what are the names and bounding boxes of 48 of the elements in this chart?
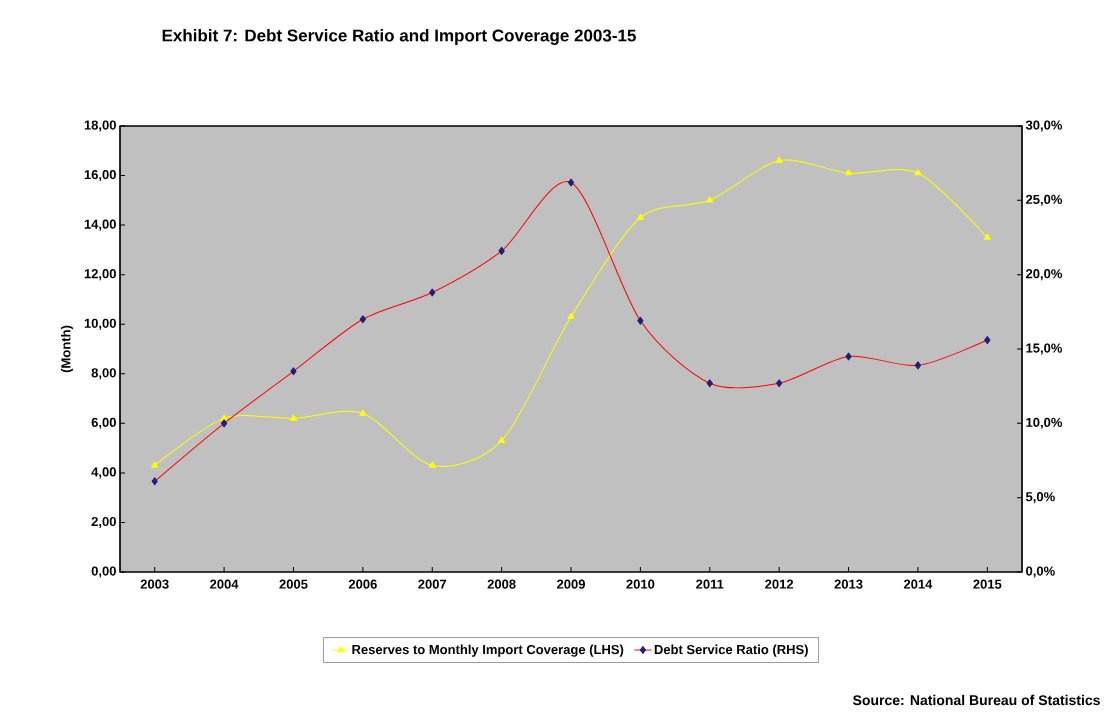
y-tick-label: 0,00: [91, 566, 116, 578]
x-tick-label: 2008: [487, 579, 516, 589]
y-tick-label: 2,00: [91, 516, 116, 528]
x-tick-label: 2007: [418, 579, 447, 589]
x-tick-label: 2015: [973, 579, 1002, 589]
y-tick-label: 8,00: [91, 368, 116, 380]
x-tick-label: 2011: [696, 579, 724, 589]
point: [289, 414, 297, 421]
x-tick-label: 2005: [279, 579, 308, 589]
point: [845, 169, 853, 176]
legend-label: Debt Service Ratio (RHS): [654, 644, 808, 657]
x-tick-label: 2013: [834, 579, 863, 589]
y-axis-title: (Month): [60, 325, 74, 373]
x-tick-label: 2014: [903, 579, 933, 589]
y-tick-label: 14,00: [84, 219, 116, 231]
x-tick-label: 2006: [348, 579, 377, 589]
y2-tick-label: 0,0%: [1026, 566, 1055, 578]
y-tick-label: 4,00: [91, 467, 116, 479]
point: [983, 233, 991, 240]
point: [775, 156, 783, 163]
y2-tick-label: 30,0%: [1025, 120, 1063, 132]
point: [220, 414, 228, 421]
source-note: Source: National Bureau of Statistics: [852, 694, 1100, 706]
x-tick-label: 2004: [210, 579, 239, 589]
point: [428, 461, 436, 468]
y2-tick-label: 5,0%: [1025, 492, 1055, 504]
y-tick-label: 16,00: [84, 170, 116, 182]
point: [359, 409, 367, 416]
y2-tick-label: 20,0%: [1026, 269, 1063, 281]
point: [914, 169, 922, 176]
point: [498, 436, 506, 443]
y2-tick-label: 15,0%: [1026, 343, 1063, 355]
y2-tick-label: 10,0%: [1026, 417, 1063, 429]
y-tick-label: 10,00: [84, 318, 116, 330]
y-tick-label: 18,00: [84, 120, 116, 132]
point: [567, 312, 575, 320]
y-tick-label: 6,00: [91, 417, 116, 429]
x-tick-label: 2009: [557, 579, 585, 589]
chart-title: Exhibit 7: Debt Service Ratio and Import Coverage 2003-15: [162, 29, 636, 45]
x-tick-label: 2003: [140, 579, 169, 589]
x-tick-label: 2012: [765, 579, 794, 589]
y2-tick-label: 25,0%: [1026, 194, 1063, 206]
y-tick-label: 12,00: [84, 269, 116, 281]
point: [151, 461, 159, 468]
legend-label: Reserves to Monthly Import Coverage (LHS): [352, 644, 624, 657]
point: [636, 213, 644, 220]
x-tick-label: 2010: [626, 579, 655, 589]
point: [706, 196, 714, 203]
